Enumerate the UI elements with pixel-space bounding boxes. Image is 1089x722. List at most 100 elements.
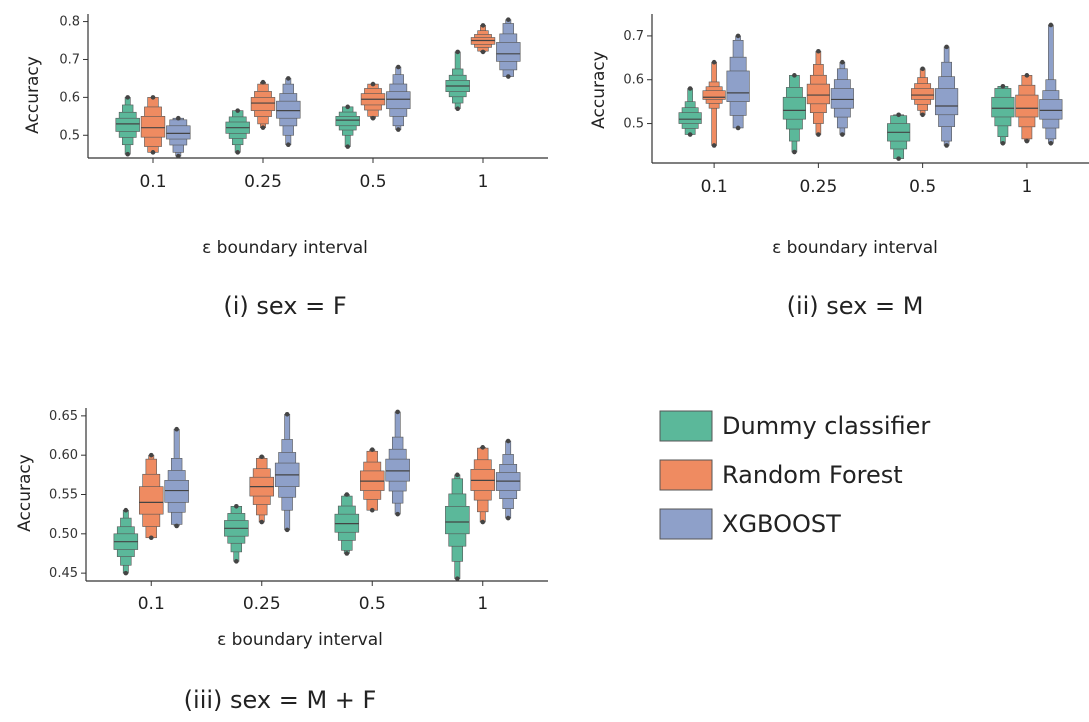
x-tick-label: 1 <box>478 172 489 192</box>
outlier-point <box>944 44 949 50</box>
boxen-level <box>991 96 1015 118</box>
outlier-point <box>687 86 693 91</box>
outlier-point <box>1048 22 1054 28</box>
outlier-point <box>176 115 181 121</box>
box-random-forest-0.25 <box>249 454 274 525</box>
outlier-point <box>369 447 375 452</box>
x-tick-label: 1 <box>477 594 488 614</box>
box-random-forest-0.1 <box>140 95 166 155</box>
x-tick-label: 0.1 <box>139 172 166 192</box>
boxen-level <box>115 117 140 132</box>
y-tick-label: 0.7 <box>59 52 80 67</box>
boxen-level <box>276 100 301 119</box>
outlier-point <box>840 132 845 137</box>
outlier-point <box>840 59 845 65</box>
outlier-point <box>125 151 130 157</box>
box-dummy-0.25 <box>782 73 806 155</box>
box-dummy-0.1 <box>113 507 139 576</box>
outlier-point <box>896 156 901 161</box>
x-tick-label: 0.5 <box>359 172 386 192</box>
box-random-forest-0.1 <box>702 59 726 148</box>
box-xgboost-1 <box>495 438 521 521</box>
outlier-point <box>944 143 949 148</box>
box-dummy-0.5 <box>335 104 360 149</box>
outlier-point <box>150 95 156 100</box>
boxen-level <box>445 505 470 535</box>
boxen-level <box>830 88 854 109</box>
boxen-level <box>726 70 750 102</box>
outlier-point <box>235 108 240 113</box>
legend-label-random-forest: Random Forest <box>722 461 903 489</box>
x-tick-label: 0.25 <box>799 177 837 197</box>
y-tick-label: 0.6 <box>623 73 644 88</box>
legend-swatch-random-forest <box>659 459 713 491</box>
outlier-point <box>711 59 717 65</box>
panel-caption: (ii) sex = M <box>787 292 924 320</box>
outlier-point <box>174 426 179 432</box>
outlier-point <box>455 49 461 55</box>
outlier-point <box>920 112 925 118</box>
outlier-point <box>174 523 179 529</box>
box-xgboost-1 <box>496 17 521 79</box>
box-random-forest-0.25 <box>806 48 830 137</box>
outlier-point <box>455 106 461 112</box>
outlier-point <box>920 66 925 72</box>
boxen-level <box>496 42 521 62</box>
box-dummy-0.25 <box>225 108 250 155</box>
boxen-level <box>335 116 360 127</box>
x-axis-label: ε boundary interval <box>202 238 368 258</box>
outlier-point <box>345 104 351 110</box>
outlier-point <box>816 132 821 137</box>
boxen-level <box>782 96 806 120</box>
y-tick-label: 0.60 <box>49 448 78 463</box>
x-tick-label: 0.25 <box>244 172 282 192</box>
outlier-point <box>480 445 486 450</box>
y-tick-label: 0.5 <box>59 128 80 143</box>
box-random-forest-1 <box>1015 73 1039 144</box>
x-tick-label: 1 <box>1021 177 1032 197</box>
y-axis-label: Accuracy <box>23 56 43 134</box>
boxen-level <box>1015 94 1039 118</box>
outlier-point <box>370 81 376 87</box>
boxen-level <box>164 480 189 503</box>
outlier-point <box>259 454 265 460</box>
y-tick-label: 0.55 <box>49 488 78 503</box>
box-xgboost-0.25 <box>276 76 301 148</box>
outlier-point <box>396 127 401 132</box>
outlier-point <box>286 142 291 148</box>
outlier-point <box>396 64 401 70</box>
outlier-point <box>505 515 511 521</box>
y-tick-label: 0.6 <box>59 90 80 105</box>
outlier-point <box>284 411 290 417</box>
boxen-level <box>139 486 164 515</box>
box-random-forest-0.25 <box>250 79 276 130</box>
outlier-point <box>125 95 130 100</box>
y-tick-label: 0.65 <box>49 409 78 424</box>
box-xgboost-0.25 <box>830 59 854 137</box>
outlier-point <box>123 507 129 513</box>
outlier-point <box>148 535 154 541</box>
outlier-point <box>506 74 511 79</box>
boxen-level <box>935 88 959 116</box>
box-xgboost-0.1 <box>164 426 189 529</box>
x-tick-label: 0.1 <box>701 177 728 197</box>
box-random-forest-1 <box>470 23 496 55</box>
box-xgboost-1 <box>1039 22 1063 146</box>
box-dummy-1 <box>445 49 470 112</box>
outlier-point <box>345 144 351 149</box>
x-tick-label: 0.5 <box>909 177 936 197</box>
box-xgboost-0.5 <box>386 64 411 132</box>
outlier-point <box>369 507 375 513</box>
outlier-point <box>260 125 266 130</box>
outlier-point <box>1000 84 1006 89</box>
y-tick-label: 0.8 <box>59 15 80 30</box>
outlier-point <box>455 576 460 581</box>
outlier-point <box>235 150 240 155</box>
boxen-level <box>166 125 191 140</box>
outlier-point <box>816 48 821 54</box>
outlier-point <box>505 438 511 444</box>
boxen-level <box>385 458 410 482</box>
outlier-point <box>284 527 290 533</box>
box-xgboost-0.1 <box>166 115 191 159</box>
